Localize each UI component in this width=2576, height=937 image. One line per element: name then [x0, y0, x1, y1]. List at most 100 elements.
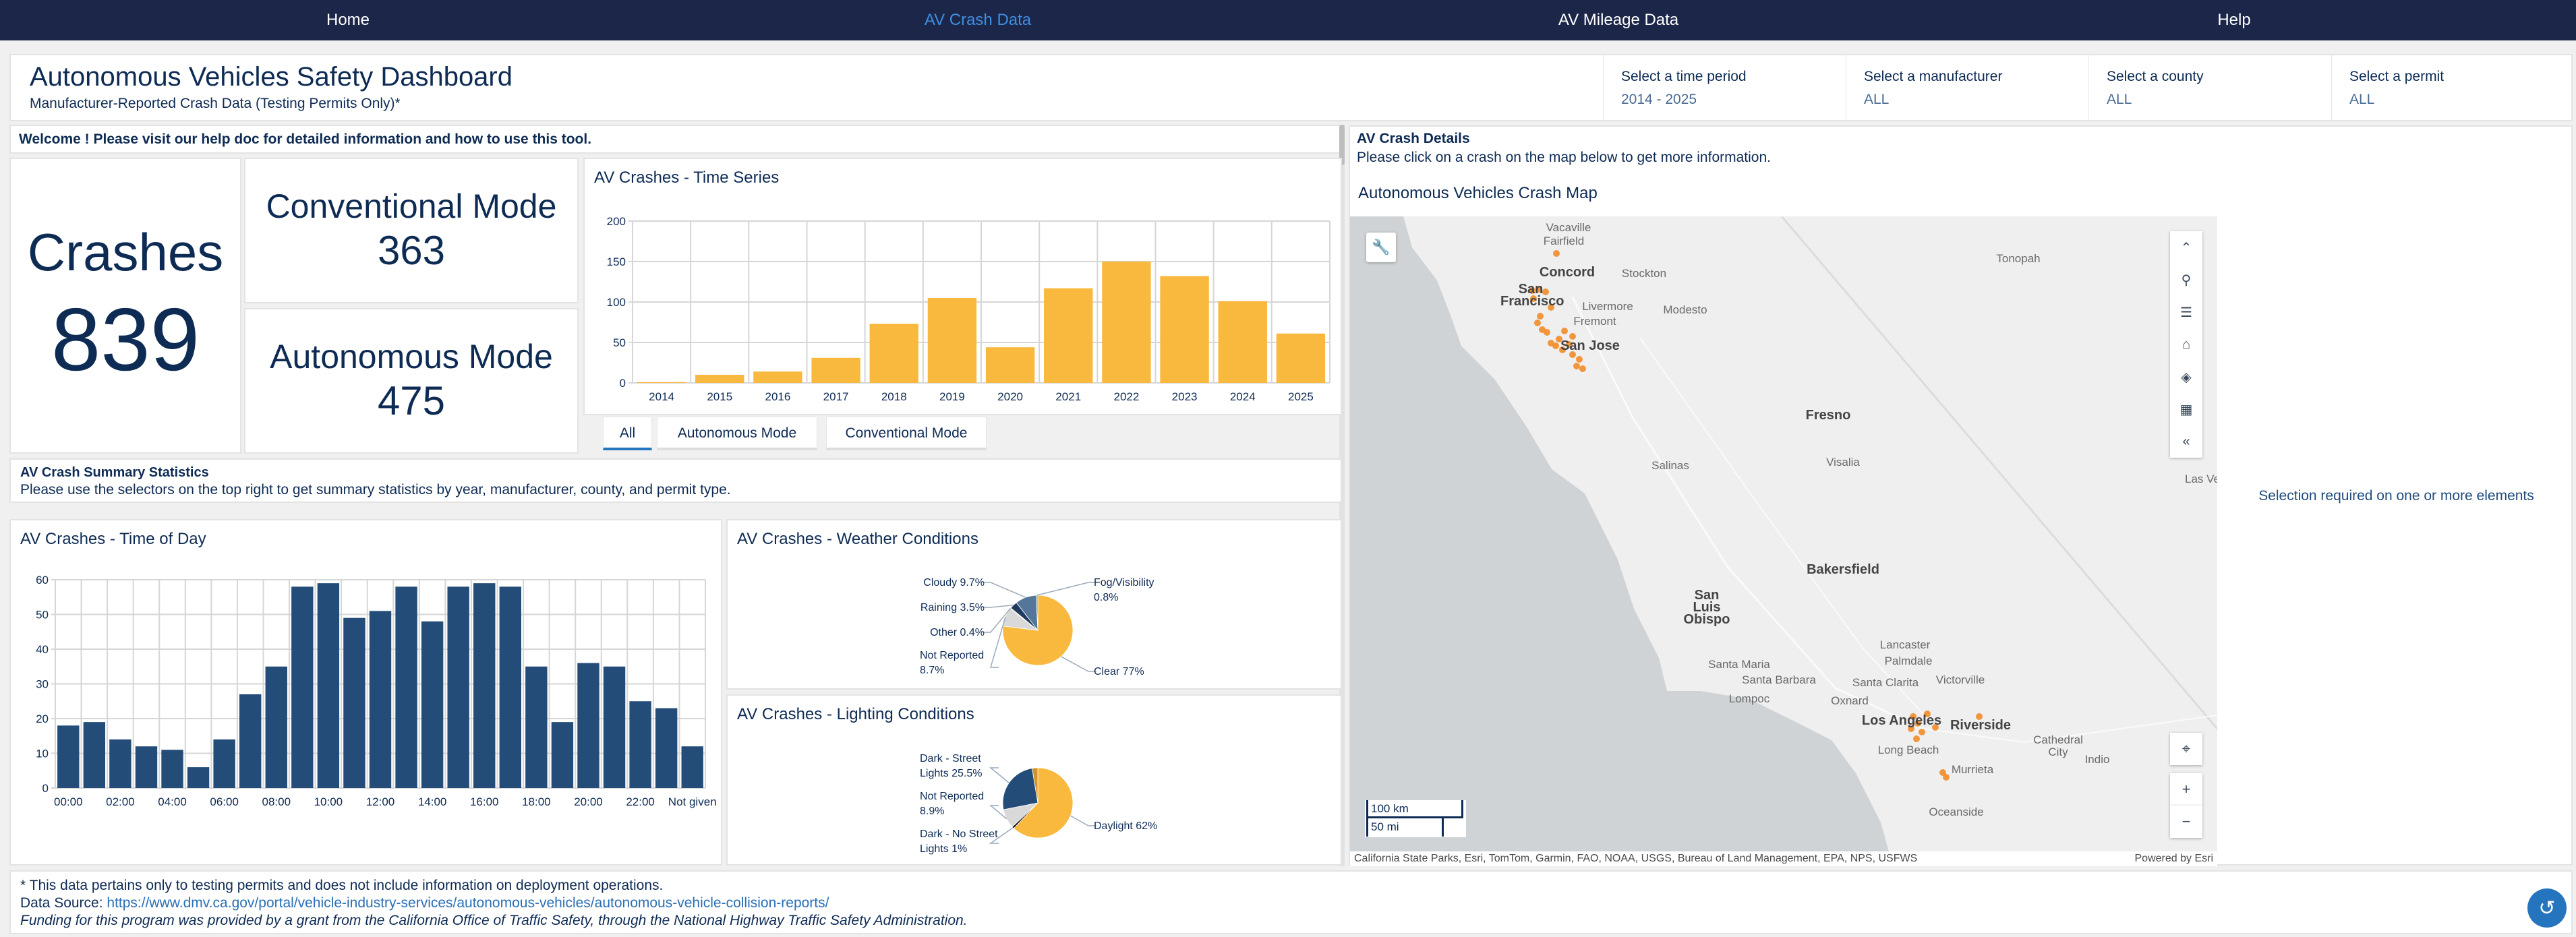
bar	[1276, 333, 1326, 383]
bar	[187, 767, 210, 788]
map-city-label: Long Beach	[1877, 744, 1939, 756]
header-panel: Autonomous Vehicles Safety Dashboard Man…	[9, 54, 2573, 121]
crash-point[interactable]	[1569, 351, 1576, 358]
crash-point[interactable]	[1576, 356, 1583, 363]
crash-point[interactable]	[1561, 328, 1568, 334]
tab-conventional-mode[interactable]: Conventional Mode	[826, 417, 987, 450]
refresh-button[interactable]: ↺	[2527, 888, 2567, 928]
bar	[239, 694, 262, 788]
bar	[369, 611, 392, 788]
crash-point[interactable]	[1544, 329, 1550, 336]
scrollbar[interactable]	[1339, 125, 1345, 866]
crash-point[interactable]	[1932, 724, 1939, 731]
nav-av-mileage-data[interactable]: AV Mileage Data	[1558, 11, 1679, 29]
crash-point[interactable]	[1542, 289, 1549, 295]
crash-point[interactable]	[1529, 287, 1535, 294]
bar	[695, 375, 744, 383]
crash-point[interactable]	[1556, 336, 1562, 342]
legend-list-icon[interactable]: ☰	[2180, 305, 2192, 320]
home-icon[interactable]: ⌂	[2182, 336, 2191, 352]
map-city-label: Santa Clarita	[1852, 676, 1919, 689]
x-tick-label: 22:00	[626, 795, 655, 808]
bar	[421, 621, 444, 788]
basemap	[1350, 216, 2217, 851]
scrollbar-thumb[interactable]	[1339, 125, 1345, 165]
bar	[395, 586, 417, 788]
zoom-out-button[interactable]: −	[2170, 806, 2202, 838]
crash-point[interactable]	[1559, 346, 1566, 353]
crash-point[interactable]	[1573, 363, 1580, 369]
pie-label-line: Dark - Street	[920, 753, 981, 764]
filter-county[interactable]: Select a county ALL	[2088, 55, 2331, 120]
crash-point[interactable]	[1548, 340, 1554, 346]
filter-value[interactable]: ALL	[2107, 92, 2132, 107]
nav-help[interactable]: Help	[2217, 11, 2251, 29]
leader-line	[989, 827, 1014, 844]
map-city-label: Stockton	[1621, 267, 1667, 280]
weather-panel: AV Crashes - Weather Conditions Cloudy 9…	[726, 519, 1342, 690]
crash-point[interactable]	[1910, 713, 1916, 720]
filter-value[interactable]: ALL	[2349, 92, 2375, 107]
filter-permit[interactable]: Select a permit ALL	[2331, 55, 2574, 120]
map-city-label: Los Angeles	[1861, 713, 1942, 728]
crash-points[interactable]	[1529, 250, 1983, 781]
tab-all[interactable]: All	[603, 417, 652, 450]
crash-point[interactable]	[1913, 735, 1920, 742]
x-tick-label: 02:00	[106, 795, 135, 808]
chart-title: AV Crashes - Time Series	[594, 169, 780, 187]
pie-slice	[1032, 767, 1038, 804]
crash-point[interactable]	[1534, 320, 1541, 326]
map-city-label: San Jose	[1560, 338, 1620, 353]
map-city-label: Victorville	[1935, 673, 1985, 686]
collapse-left-icon[interactable]: «	[2182, 433, 2190, 449]
tab-autonomous-mode[interactable]: Autonomous Mode	[657, 417, 817, 450]
map-toolbar: ⌃ ⚲ ☰ ⌂ ◈ ▦ «	[2170, 231, 2202, 458]
crash-point[interactable]	[1919, 729, 1925, 735]
zoom-in-button[interactable]: +	[2170, 773, 2202, 806]
collapse-up-icon[interactable]: ⌃	[2180, 240, 2192, 255]
crash-point[interactable]	[1924, 711, 1931, 717]
search-icon[interactable]: ⚲	[2181, 272, 2192, 288]
crash-point[interactable]	[1579, 365, 1586, 372]
wrench-icon: 🔧	[1372, 239, 1391, 255]
bar	[135, 746, 158, 788]
layers-icon[interactable]: ◈	[2181, 369, 2192, 385]
crash-point[interactable]	[1569, 333, 1576, 340]
autonomous-value: 475	[377, 378, 446, 423]
x-tick-label: 04:00	[158, 795, 187, 808]
filter-time-period[interactable]: Select a time period 2014 - 2025	[1603, 55, 1846, 120]
x-tick-label: 2024	[1230, 390, 1256, 403]
filter-value[interactable]: ALL	[1864, 92, 1890, 107]
crash-point[interactable]	[1939, 769, 1946, 776]
crash-point[interactable]	[1553, 250, 1560, 257]
y-tick-label: 100	[607, 296, 626, 309]
filter-value[interactable]: 2014 - 2025	[1621, 92, 1697, 107]
crash-point[interactable]	[1566, 341, 1573, 348]
basemap-gallery-icon[interactable]: ▦	[2179, 402, 2193, 417]
crash-point[interactable]	[1537, 313, 1544, 320]
map-tools-button[interactable]: 🔧	[1366, 233, 1396, 262]
x-tick-label: 18:00	[522, 795, 551, 808]
crash-point[interactable]	[1548, 304, 1554, 311]
leader-line	[983, 604, 1014, 608]
nav-home[interactable]: Home	[326, 11, 370, 29]
pie-label-line: Other 0.4%	[930, 627, 985, 638]
filter-manufacturer[interactable]: Select a manufacturer ALL	[1846, 55, 2088, 120]
bar	[343, 617, 365, 788]
leader-line	[989, 616, 1006, 668]
page-subtitle: Manufacturer-Reported Crash Data (Testin…	[30, 96, 401, 111]
crash-point[interactable]	[1530, 295, 1537, 302]
data-source-link[interactable]: https://www.dmv.ca.gov/portal/vehicle-in…	[107, 895, 829, 911]
y-tick-label: 50	[36, 609, 49, 622]
crash-point[interactable]	[1976, 713, 1983, 720]
powered-by-esri[interactable]: Powered by Esri	[2134, 853, 2214, 864]
bar	[499, 586, 521, 788]
locate-button[interactable]: ⌖	[2170, 733, 2202, 765]
nav-av-crash-data[interactable]: AV Crash Data	[924, 11, 1032, 29]
crash-point[interactable]	[1908, 725, 1914, 732]
crash-point[interactable]	[1535, 286, 1542, 293]
crash-map[interactable]: Vacaville Fairfield Concord Stockton San Fra…	[1350, 216, 2217, 851]
crash-point[interactable]	[1943, 774, 1950, 781]
bar	[637, 382, 686, 383]
crash-point[interactable]	[1914, 720, 1921, 727]
